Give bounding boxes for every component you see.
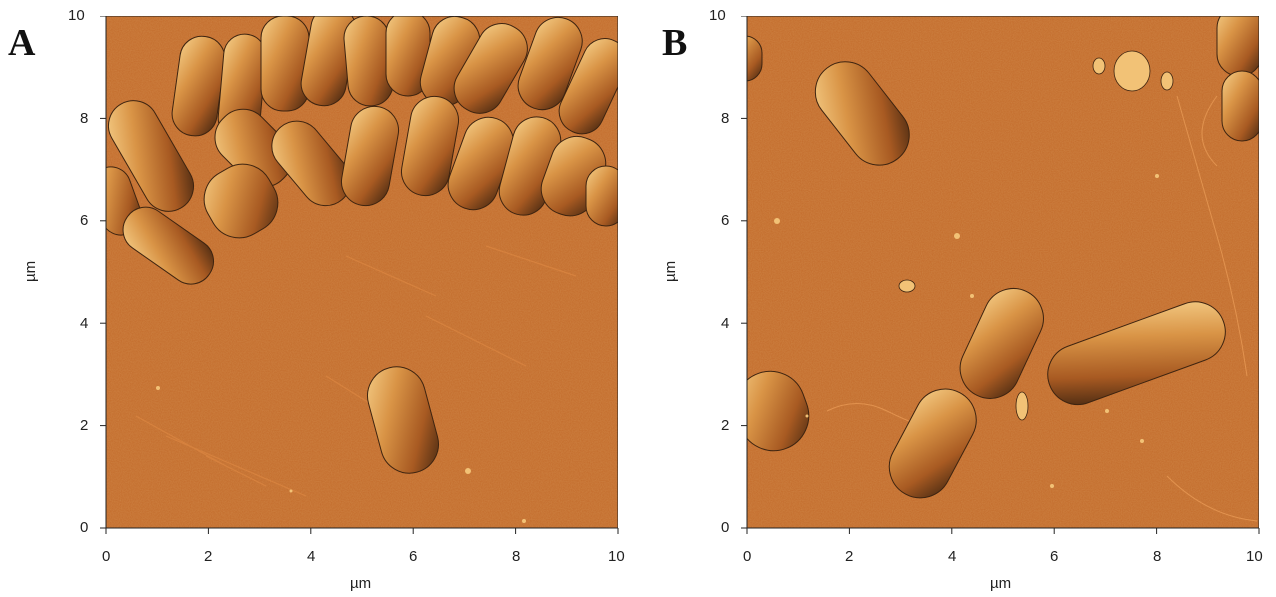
y-tick-b-6: 6 — [721, 212, 730, 229]
afm-image-a-svg — [106, 16, 618, 528]
x-axis-label-a: µm — [350, 575, 372, 592]
y-tick-a-8: 8 — [80, 110, 89, 127]
x-tick-b-10: 10 — [1246, 548, 1263, 565]
y-axis-label-b: µm — [662, 260, 679, 282]
x-tick-a-4: 4 — [307, 548, 316, 565]
x-tick-a-8: 8 — [512, 548, 521, 565]
x-axis-label-b: µm — [990, 575, 1012, 592]
axes-a — [100, 16, 619, 534]
afm-image-a — [106, 16, 618, 528]
x-tick-a-6: 6 — [409, 548, 418, 565]
panel-b: B — [640, 0, 1276, 597]
afm-image-b-svg — [747, 16, 1259, 528]
y-axis-label-a: µm — [22, 260, 39, 282]
axes-b — [741, 16, 1260, 534]
y-tick-b-4: 4 — [721, 315, 730, 332]
x-tick-b-2: 2 — [845, 548, 854, 565]
x-tick-a-2: 2 — [204, 548, 213, 565]
y-tick-a-4: 4 — [80, 315, 89, 332]
x-tick-b-0: 0 — [743, 548, 752, 565]
y-tick-a-6: 6 — [80, 212, 89, 229]
specks-b — [774, 174, 1159, 488]
y-tick-b-2: 2 — [721, 417, 730, 434]
x-tick-b-8: 8 — [1153, 548, 1162, 565]
bacteria-b — [747, 16, 1259, 499]
debris-a — [156, 386, 526, 523]
bacteria-cluster-a — [106, 16, 618, 285]
y-tick-b-10: 10 — [709, 7, 726, 24]
panel-a: A — [8, 7, 625, 592]
x-tick-a-0: 0 — [102, 548, 111, 565]
x-tick-a-10: 10 — [608, 548, 625, 565]
panel-letter-a: A — [8, 22, 36, 64]
y-tick-a-2: 2 — [80, 417, 89, 434]
x-tick-b-6: 6 — [1050, 548, 1059, 565]
x-tick-b-4: 4 — [948, 548, 957, 565]
afm-image-b — [747, 16, 1259, 528]
y-tick-b-0: 0 — [721, 519, 730, 536]
y-tick-b-8: 8 — [721, 110, 730, 127]
y-tick-a-10: 10 — [68, 7, 85, 24]
debris-b — [898, 50, 1174, 421]
y-tick-a-0: 0 — [80, 519, 89, 536]
panel-letter-b: B — [662, 22, 688, 64]
bacterium-single-a — [367, 366, 439, 474]
